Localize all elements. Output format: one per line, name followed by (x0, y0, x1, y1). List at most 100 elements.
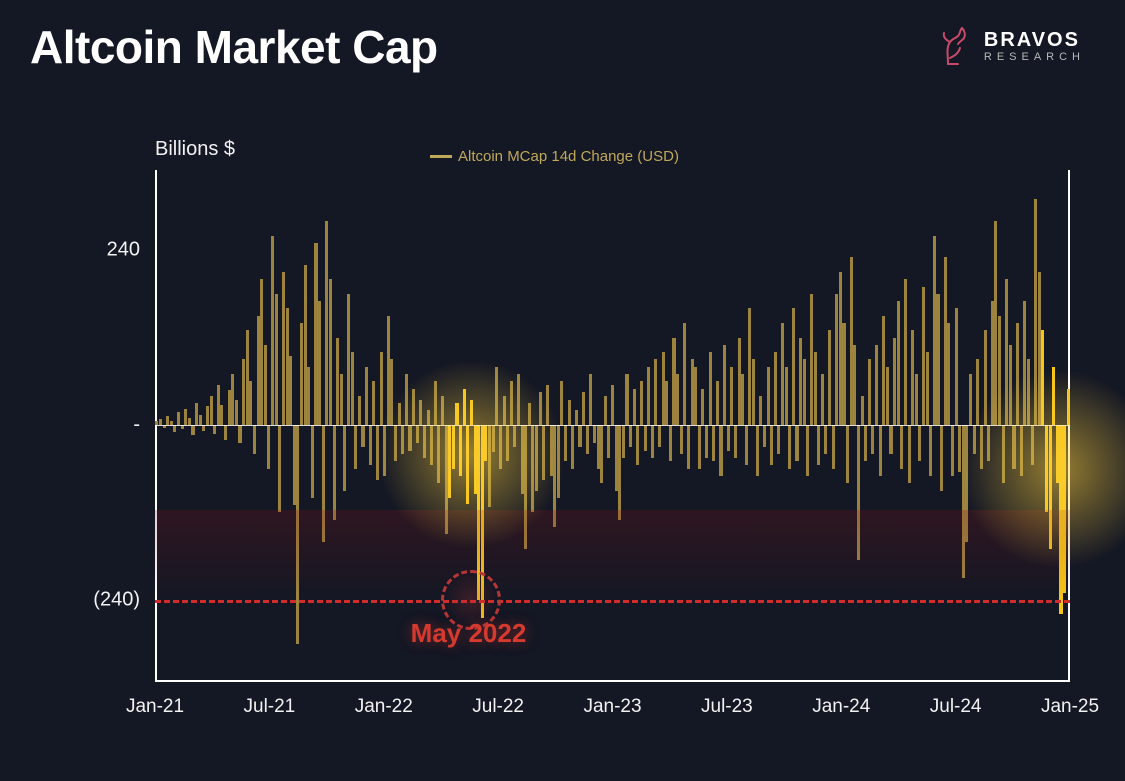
chart-bar (242, 359, 245, 425)
chart-bar (560, 381, 563, 425)
chart-plot-area: May 2022 (155, 170, 1070, 680)
chart-bar (296, 425, 299, 644)
chart-bar (300, 323, 303, 425)
chart-bar (213, 425, 216, 434)
chart-bar (694, 367, 697, 425)
chart-bar (994, 221, 997, 425)
chart-bar (593, 425, 596, 443)
chart-bar (1052, 367, 1055, 425)
chart-bar (611, 385, 614, 425)
chart-bar (1067, 389, 1070, 425)
chart-bar (864, 425, 867, 461)
chart-bar (676, 374, 679, 425)
chart-bar (879, 425, 882, 476)
chart-bar (781, 323, 784, 425)
chart-bar (984, 330, 987, 425)
chart-bar (474, 425, 477, 494)
threshold-dashed-line (155, 600, 1070, 603)
chart-bar (361, 425, 364, 447)
chart-bar (633, 389, 636, 425)
chart-bar (759, 396, 762, 425)
chart-bar (861, 396, 864, 425)
chart-bar (387, 316, 390, 425)
chart-bar (550, 425, 553, 476)
chart-bar (535, 425, 538, 491)
chart-bar (933, 236, 936, 425)
chart-bar (770, 425, 773, 465)
chart-bar (304, 265, 307, 425)
chart-legend: Altcoin MCap 14d Change (USD) (430, 148, 679, 165)
chart-bar (495, 367, 498, 425)
chart-bar (662, 352, 665, 425)
chart-bar (376, 425, 379, 480)
chart-bar (636, 425, 639, 465)
chart-bar (810, 294, 813, 425)
chart-bar (846, 425, 849, 483)
chart-bar (267, 425, 270, 469)
chart-bar (788, 425, 791, 469)
chart-bar (817, 425, 820, 465)
chart-bar (228, 390, 231, 425)
chart-bar (897, 301, 900, 425)
chart-bar (383, 425, 386, 476)
chart-bar (264, 345, 267, 425)
chart-bar (1016, 323, 1019, 425)
chart-bar (517, 374, 520, 425)
chart-bar (271, 236, 274, 425)
chart-bar (249, 381, 252, 425)
chart-bar (329, 279, 332, 425)
chart-bar (582, 392, 585, 425)
chart-bar (767, 367, 770, 425)
chart-bar (625, 374, 628, 425)
chart-bar (730, 367, 733, 425)
chart-bar (998, 316, 1001, 425)
chart-bar (372, 381, 375, 425)
chart-bar (390, 359, 393, 425)
chart-bar (289, 356, 292, 425)
chart-bar (430, 425, 433, 465)
annotation-label: May 2022 (411, 618, 527, 649)
chart-bar (1041, 330, 1044, 425)
chart-bar (604, 396, 607, 425)
chart-bar (875, 345, 878, 425)
chart-bar (799, 338, 802, 425)
chart-bar (568, 400, 571, 426)
chart-bar (333, 425, 336, 520)
chart-bar (1059, 425, 1062, 614)
chart-bar (1005, 279, 1008, 425)
chart-bar (322, 425, 325, 542)
chart-bar (513, 425, 516, 447)
chart-bar (398, 403, 401, 425)
chart-bar (380, 352, 383, 425)
chart-bar (524, 425, 527, 549)
chart-bar (618, 425, 621, 520)
chart-bar (647, 367, 650, 425)
chart-bar (727, 425, 730, 451)
chart-bar (408, 425, 411, 451)
chart-bar (644, 425, 647, 451)
chart-bar (340, 374, 343, 425)
chart-bar (640, 381, 643, 425)
chart-bar (1045, 425, 1048, 512)
chart-bar (416, 425, 419, 443)
chart-bar (850, 257, 853, 425)
y-tick-label: (240) (93, 588, 140, 611)
chart-bar (709, 352, 712, 425)
chart-bar (358, 396, 361, 425)
chart-bar (868, 359, 871, 425)
chart-bar (908, 425, 911, 483)
chart-bar (615, 425, 618, 491)
chart-bar (654, 359, 657, 425)
brand: BRAVOS RESEARCH (936, 24, 1085, 68)
chart-bar (1049, 425, 1052, 549)
chart-bar (419, 400, 422, 426)
chart-bar (260, 279, 263, 425)
x-tick-label: Jul-23 (701, 696, 753, 718)
chart-bar (716, 381, 719, 425)
x-axis (155, 680, 1070, 682)
chart-bar (578, 425, 581, 447)
chart-bar (665, 381, 668, 425)
x-tick-label: Jan-23 (583, 696, 641, 718)
chart-bar (253, 425, 256, 454)
chart-bar (922, 287, 925, 425)
